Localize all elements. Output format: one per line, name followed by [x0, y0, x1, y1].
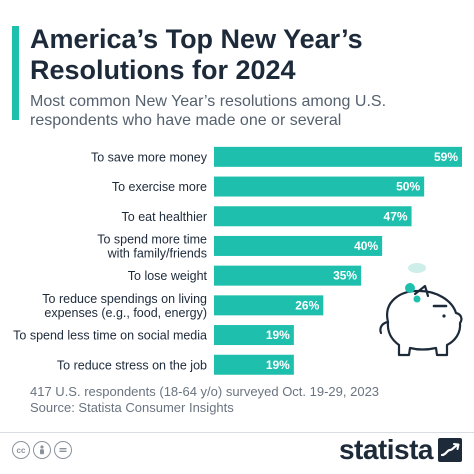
category-label: To reduce stress on the job	[57, 358, 207, 372]
chart-subtitle: Most common New Year’s resolutions among…	[30, 93, 387, 129]
bar-value-label: 50%	[396, 180, 420, 194]
bar	[214, 295, 324, 316]
coin-decorations	[405, 263, 426, 303]
category-label: To lose weight	[128, 269, 208, 283]
license-icons[interactable]: cc	[12, 441, 72, 461]
bar	[214, 176, 425, 197]
statista-logo[interactable]: statista	[339, 432, 462, 468]
coin-icon	[405, 283, 415, 293]
bar-value-label: 59%	[434, 150, 458, 164]
chart-title: America’s Top New Year’s Resolutions for…	[30, 24, 363, 85]
bar-value-label: 40%	[354, 239, 378, 253]
bar	[214, 354, 294, 375]
wave-arrow-icon	[438, 438, 462, 462]
bar-value-label: 19%	[266, 328, 290, 342]
bar	[214, 206, 412, 227]
category-label: To exercise more	[112, 180, 207, 194]
bar	[214, 146, 462, 167]
category-label-line: To reduce spendings on living	[42, 292, 207, 306]
category-label-line: To exercise more	[112, 180, 207, 194]
bar	[214, 325, 294, 346]
coin-icon	[408, 263, 426, 273]
category-label-line: To lose weight	[128, 269, 208, 283]
category-label: To spend less time on social media	[13, 329, 207, 343]
category-label: To eat healthier	[122, 210, 207, 224]
footer-divider	[0, 432, 474, 433]
category-label-line: expenses (e.g., food, energy)	[44, 306, 207, 320]
person-icon	[33, 441, 51, 459]
bar-chart: 59% To save more money 50% To exercise more…	[13, 146, 463, 375]
piggy-bank-icon	[379, 284, 463, 357]
category-label-line: To save more money	[91, 150, 208, 164]
cc-icon: cc	[12, 441, 30, 459]
bar	[214, 235, 383, 256]
category-label-line: with family/friends	[107, 246, 207, 260]
footnote: 417 U.S. respondents (18-64 y/o) surveye…	[30, 384, 460, 416]
title-accent-bar	[12, 26, 19, 120]
category-label-line: To spend more time	[97, 232, 207, 246]
logo-text: statista	[338, 434, 434, 465]
category-label: To reduce spendings on living expenses (e…	[42, 292, 207, 320]
category-label: To spend more time with family/friends	[97, 232, 207, 260]
equals-icon	[54, 441, 72, 459]
bar-value-label: 26%	[295, 298, 319, 312]
category-label-line: To eat healthier	[122, 210, 207, 224]
category-label-line: To reduce stress on the job	[57, 358, 207, 372]
bar	[214, 265, 362, 286]
source-note: Source: Statista Consumer Insights	[30, 400, 234, 415]
bar-value-label: 35%	[333, 269, 357, 283]
category-label-line: To spend less time on social media	[13, 329, 207, 343]
category-label: To save more money	[91, 150, 208, 164]
survey-note: 417 U.S. respondents (18-64 y/o) surveye…	[30, 384, 380, 399]
bar-value-label: 47%	[384, 209, 408, 223]
bar-value-label: 19%	[266, 358, 290, 372]
coin-icon	[413, 295, 421, 303]
